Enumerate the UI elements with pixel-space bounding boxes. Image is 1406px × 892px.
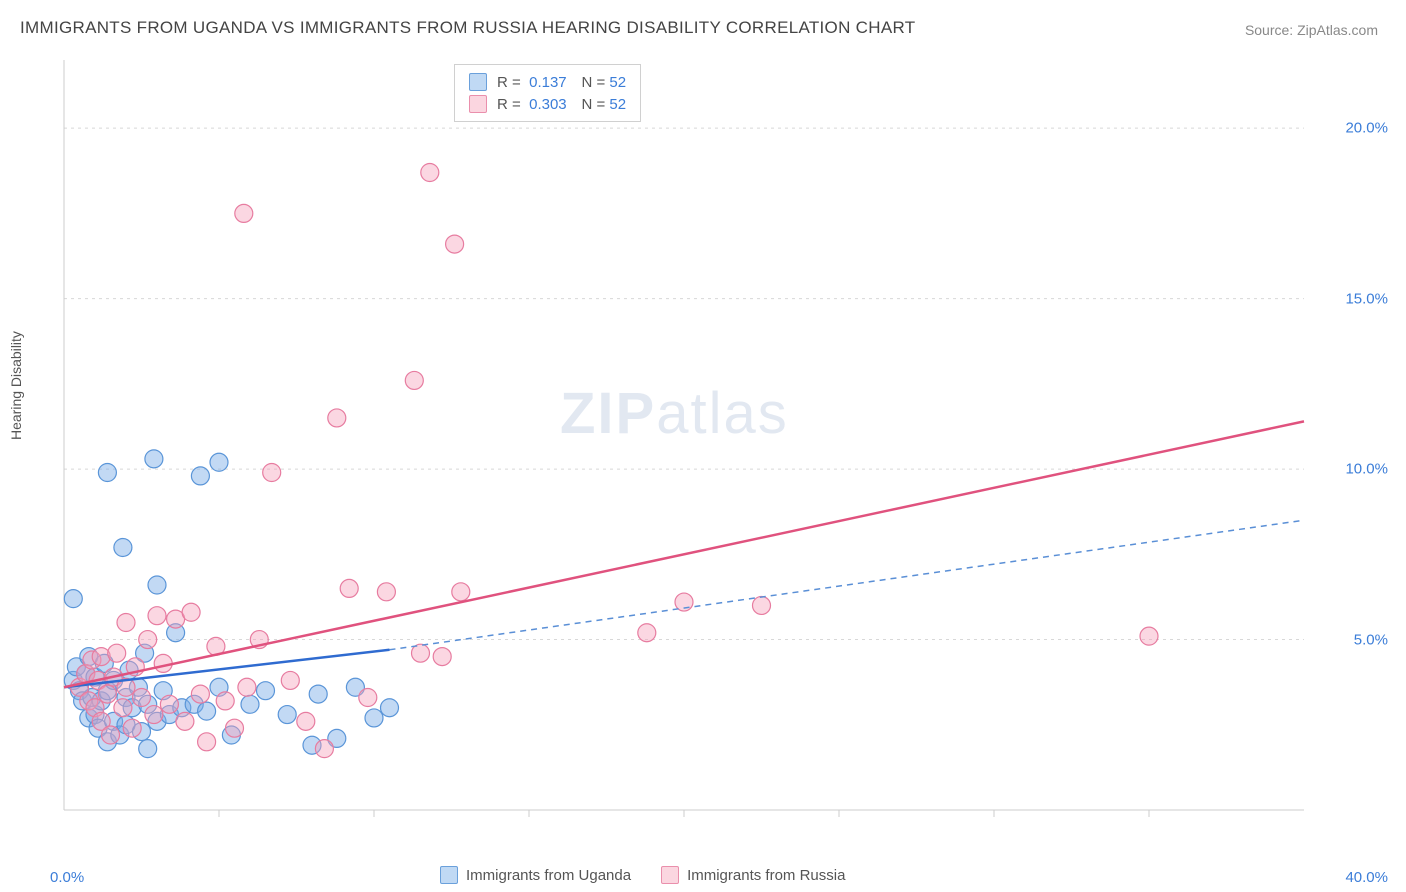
scatter-plot bbox=[54, 60, 1374, 850]
y-axis-tick: 20.0% bbox=[1345, 120, 1388, 137]
correlation-stats: R = 0.137 N = 52 bbox=[497, 74, 626, 91]
correlation-legend: R = 0.137 N = 52 R = 0.303 N = 52 bbox=[454, 64, 641, 122]
legend-swatch bbox=[469, 73, 487, 91]
y-axis-tick: 10.0% bbox=[1345, 461, 1388, 478]
legend-item: Immigrants from Uganda bbox=[440, 866, 631, 884]
legend-swatch bbox=[661, 866, 679, 884]
correlation-legend-row: R = 0.303 N = 52 bbox=[469, 93, 626, 115]
chart-title: IMMIGRANTS FROM UGANDA VS IMMIGRANTS FRO… bbox=[20, 18, 915, 38]
y-axis-tick: 15.0% bbox=[1345, 290, 1388, 307]
legend-label: Immigrants from Russia bbox=[687, 867, 845, 884]
source-attribution: Source: ZipAtlas.com bbox=[1245, 22, 1378, 38]
legend-swatch bbox=[469, 95, 487, 113]
legend-swatch bbox=[440, 866, 458, 884]
x-axis-tick-max: 40.0% bbox=[1345, 869, 1388, 886]
legend-item: Immigrants from Russia bbox=[661, 866, 845, 884]
correlation-stats: R = 0.303 N = 52 bbox=[497, 96, 626, 113]
y-axis-label: Hearing Disability bbox=[8, 331, 24, 440]
legend-label: Immigrants from Uganda bbox=[466, 867, 631, 884]
x-axis-tick-min: 0.0% bbox=[50, 869, 84, 886]
y-axis-tick: 5.0% bbox=[1354, 631, 1388, 648]
series-legend: Immigrants from Uganda Immigrants from Ru… bbox=[440, 866, 845, 884]
correlation-legend-row: R = 0.137 N = 52 bbox=[469, 71, 626, 93]
